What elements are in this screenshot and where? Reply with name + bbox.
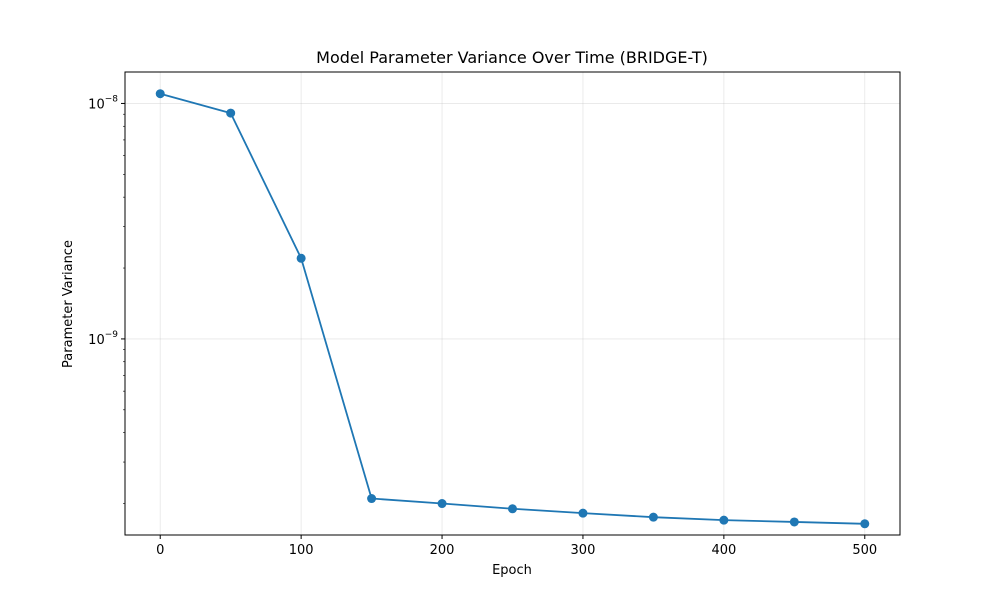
y-tick-label-exponent: −8 xyxy=(105,94,119,104)
x-axis-label: Epoch xyxy=(492,563,532,578)
data-point xyxy=(437,499,447,509)
data-point xyxy=(367,494,377,504)
y-tick-label: 10−8 xyxy=(88,94,118,112)
x-tick-label: 400 xyxy=(711,543,736,558)
x-tick-label: 100 xyxy=(289,543,314,558)
data-point xyxy=(155,89,165,99)
x-tick-label: 0 xyxy=(156,543,164,558)
chart-title: Model Parameter Variance Over Time (BRID… xyxy=(316,48,708,67)
markers-layer xyxy=(155,89,870,529)
data-point xyxy=(719,515,729,525)
data-point xyxy=(860,519,870,529)
plot-area-frame xyxy=(124,71,901,536)
y-tick-label-base: 10 xyxy=(88,97,105,112)
data-point xyxy=(578,508,588,518)
grid xyxy=(125,72,900,535)
data-point xyxy=(648,512,658,522)
data-point xyxy=(296,253,306,263)
y-tick-label-exponent: −9 xyxy=(105,330,119,340)
x-axis-ticks: 0 100 200 300 400 500 xyxy=(156,535,877,558)
y-axis-label: Parameter Variance xyxy=(61,240,76,368)
x-tick-label: 500 xyxy=(852,543,877,558)
x-tick-label: 200 xyxy=(430,543,455,558)
y-tick-label: 10−9 xyxy=(88,330,118,348)
data-point xyxy=(226,108,236,118)
data-point xyxy=(508,504,517,514)
data-point xyxy=(789,517,799,527)
y-axis-ticks: 10−910−8 xyxy=(88,94,125,504)
x-tick-label: 300 xyxy=(571,543,596,558)
y-tick-label-base: 10 xyxy=(88,333,105,348)
